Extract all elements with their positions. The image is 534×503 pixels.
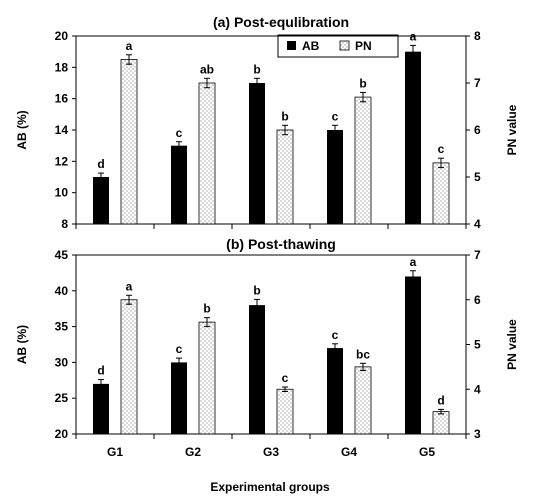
panel-a-y-tick-label: 18: [55, 60, 69, 74]
panel-a-letter-pn: a: [126, 39, 133, 53]
panel-a-bar-pn: [354, 96, 372, 225]
panel-a-y-tick-label: 12: [55, 154, 69, 168]
x-tick-label: G3: [263, 445, 279, 459]
panel-a-bar-ab: [171, 145, 187, 224]
panel-a-bar-pn: [276, 129, 294, 225]
panel-b-y2-tick-label: 5: [474, 338, 481, 352]
panel-b-letter-ab: b: [253, 283, 260, 297]
panel-b-letter-ab: a: [410, 255, 417, 269]
panel-b-title: (b) Post-thawing: [226, 236, 336, 252]
panel-b-letter-pn: bc: [356, 347, 370, 361]
panel-b-letter-pn: c: [282, 371, 289, 385]
legend-label-ab: AB: [302, 39, 320, 53]
panel-b-bar-ab: [171, 362, 187, 434]
legend-frame: [277, 34, 399, 58]
panel-b-bar-pn: [120, 299, 138, 435]
panel-b-y2-tick-label: 4: [474, 382, 481, 396]
panel-b-y-tick-label: 30: [55, 355, 69, 369]
panel-b-y-axis-label: AB (%): [15, 325, 29, 364]
panel-a-bar-pn: [120, 59, 138, 225]
panel-a-bar-pn: [432, 162, 450, 225]
panel-b-letter-pn: a: [126, 279, 133, 293]
panel-b-bar-ab: [249, 305, 265, 434]
panel-a-letter-pn: b: [359, 76, 366, 90]
x-tick-label: G1: [107, 445, 123, 459]
panel-b-letter-pn: d: [437, 393, 444, 407]
panel-b-y-tick-label: 40: [55, 284, 69, 298]
panel-a-letter-pn: ab: [200, 62, 214, 76]
panel-b-bar-ab: [93, 383, 109, 434]
x-tick-label: G4: [341, 445, 357, 459]
panel-a-y-tick-label: 20: [55, 29, 69, 43]
panel-a-letter-ab: c: [332, 109, 339, 123]
panel-b-bar-pn: [198, 321, 216, 435]
legend-swatch-ab: [287, 41, 296, 50]
panel-a-bar-ab: [249, 83, 265, 224]
panel-a-letter-pn: b: [281, 109, 288, 123]
panel-a-y-tick-label: 14: [55, 123, 69, 137]
panel-a-y2-tick-label: 7: [474, 76, 481, 90]
panel-a-bar-pn: [198, 82, 216, 225]
panel-a-letter-ab: b: [253, 62, 260, 76]
panel-a-title: (a) Post-equlibration: [213, 14, 349, 30]
panel-a-y2-tick-label: 6: [474, 123, 481, 137]
panel-a-y-axis-label: AB (%): [15, 110, 29, 149]
panel-b-bar-ab: [405, 276, 421, 434]
x-tick-label: G2: [185, 445, 201, 459]
panel-b-y-tick-label: 45: [55, 248, 69, 262]
legend-swatch-pn: [339, 40, 350, 51]
panel-a-y2-tick-label: 5: [474, 170, 481, 184]
panel-a-y2-axis-label: PN value: [505, 104, 519, 155]
panel-b-y2-tick-label: 3: [474, 427, 481, 441]
panel-b-bar-pn: [354, 366, 372, 435]
panel-a-letter-ab: d: [97, 157, 104, 171]
panel-b-letter-pn: b: [203, 302, 210, 316]
panel-b-bar-ab: [327, 348, 343, 434]
panel-b-y-tick-label: 20: [55, 427, 69, 441]
legend-label-pn: PN: [355, 39, 372, 53]
panel-a-y2-tick-label: 8: [474, 29, 481, 43]
panel-a-y-tick-label: 8: [61, 217, 68, 231]
panel-b-y-tick-label: 25: [55, 391, 69, 405]
panel-a-bar-ab: [93, 177, 109, 224]
panel-a-bar-ab: [405, 51, 421, 224]
panel-a-letter-ab: a: [410, 29, 417, 43]
panel-b-letter-ab: c: [176, 342, 183, 356]
panel-a-y-tick-label: 16: [55, 92, 69, 106]
panel-a-y-tick-label: 10: [55, 186, 69, 200]
x-tick-label: G5: [419, 445, 435, 459]
panel-a-letter-ab: c: [176, 126, 183, 140]
panel-b-y2-tick-label: 6: [474, 293, 481, 307]
panel-b-bar-pn: [276, 388, 294, 435]
panel-b-y2-tick-label: 7: [474, 248, 481, 262]
panel-b-y-tick-label: 35: [55, 320, 69, 334]
legend: AB PN: [277, 34, 399, 58]
panel-b-y2-axis-label: PN value: [505, 319, 519, 370]
panel-b-letter-ab: c: [332, 328, 339, 342]
panel-a-letter-pn: c: [438, 142, 445, 156]
panel-a-bar-ab: [327, 130, 343, 224]
panel-b-letter-ab: d: [97, 364, 104, 378]
panel-b-bar-pn: [432, 411, 450, 435]
panel-a-y2-tick-label: 4: [474, 217, 481, 231]
x-axis-label: Experimental groups: [210, 480, 330, 494]
